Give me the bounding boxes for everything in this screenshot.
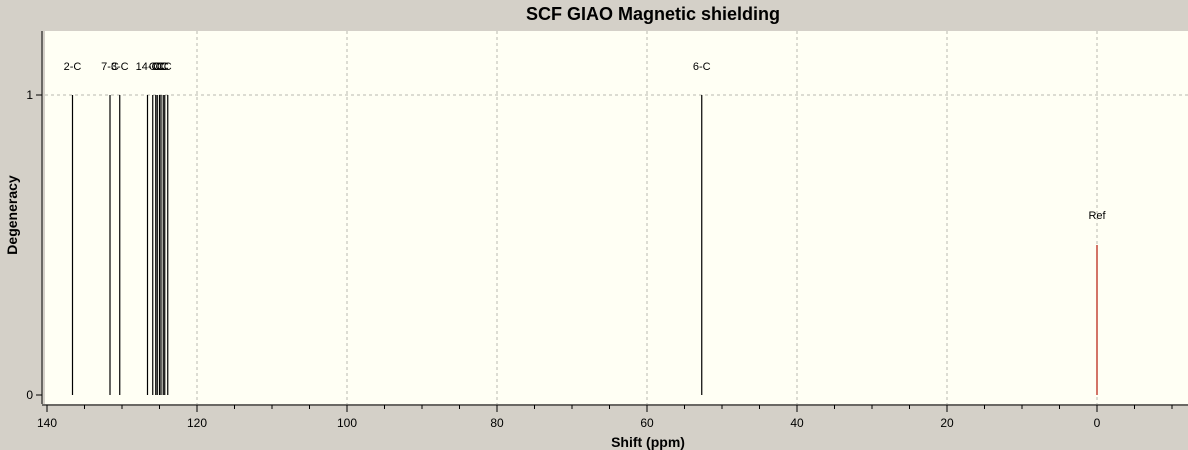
plot-area	[45, 31, 1188, 404]
peak-label: 14-C	[136, 61, 160, 73]
peak-label: C	[157, 61, 165, 73]
x-tick-label: 40	[790, 416, 804, 430]
peak-label: C	[149, 61, 157, 73]
x-tick-label: 0	[1094, 416, 1101, 430]
y-tick-label: 1	[26, 88, 33, 102]
peaks	[71, 95, 703, 395]
peak-label: 6-C	[693, 61, 711, 73]
peak-label: C	[161, 61, 169, 73]
peak-label: C	[164, 61, 172, 73]
x-axis-title: Shift (ppm)	[611, 434, 685, 450]
x-tick-label: 60	[640, 416, 654, 430]
peak-label: C	[153, 61, 161, 73]
x-tick-label: 20	[940, 416, 954, 430]
x-tick-label: 140	[37, 416, 57, 430]
chart-title: SCF GIAO Magnetic shielding	[526, 4, 780, 24]
peak-label: 2-C	[64, 61, 82, 73]
y-axis-ticks: 01	[26, 88, 42, 402]
x-tick-label: 120	[187, 416, 207, 430]
x-tick-label: 80	[490, 416, 504, 430]
y-axis-title: Degeneracy	[4, 175, 20, 255]
peak-label: 7-C	[101, 61, 119, 73]
peak-label: C	[152, 61, 160, 73]
ref-peak-label: Ref	[1088, 210, 1106, 222]
peak-label: C	[159, 61, 167, 73]
peak-label: C	[156, 61, 164, 73]
grid-lines	[45, 31, 1188, 404]
peak-label: 3-C	[111, 61, 129, 73]
y-tick-label: 0	[26, 388, 33, 402]
x-tick-label: 100	[337, 416, 357, 430]
x-axis-ticks: 140 120 100 80 60 40 20 0	[37, 405, 1173, 430]
